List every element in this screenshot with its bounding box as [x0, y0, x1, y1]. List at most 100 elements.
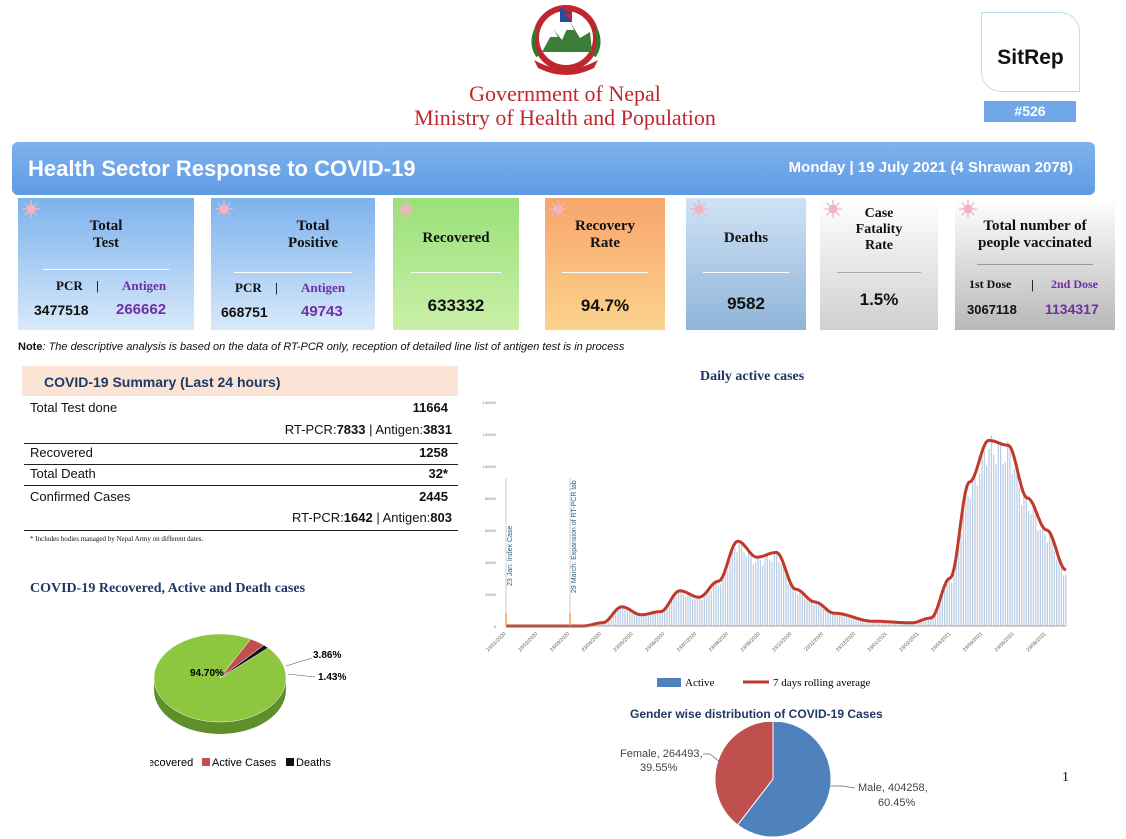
bar [815, 603, 817, 626]
bar [988, 449, 990, 626]
card-recovery-rate: Recovery Rate 94.7% [545, 198, 665, 330]
pie-slice-male [736, 722, 832, 838]
card-title: Rate [590, 235, 620, 251]
bar [640, 616, 642, 626]
bar [764, 557, 766, 626]
bar [878, 621, 880, 626]
recovered-value: 633332 [427, 296, 485, 315]
bar [832, 614, 834, 626]
antigen-label: Antigen [122, 278, 167, 293]
antigen-label: | Antigen: [365, 422, 424, 437]
bar [986, 465, 988, 626]
bar [787, 583, 789, 626]
bar [827, 610, 829, 626]
bar [666, 608, 668, 626]
bar [1042, 523, 1044, 626]
summary-row-recovered: Recovered 1258 [24, 445, 458, 465]
bar [897, 622, 899, 626]
bar [944, 589, 946, 626]
bar [757, 555, 759, 626]
bar [958, 542, 960, 626]
bar [615, 612, 617, 626]
x-tick-label: 23/05/2020 [613, 631, 635, 653]
bar [1035, 511, 1037, 626]
bar [783, 562, 785, 626]
bar [869, 620, 871, 626]
bar [715, 581, 717, 626]
bar [850, 616, 852, 626]
bar [862, 619, 864, 626]
data-label: Female, 264493, [620, 748, 703, 760]
card-title: Positive [288, 235, 338, 251]
bar [654, 611, 656, 626]
bar [731, 546, 733, 626]
bar [645, 613, 647, 626]
bar [598, 623, 600, 626]
pie-chart-title: COVID-19 Recovered, Active and Death cas… [30, 581, 306, 596]
bar [643, 615, 645, 626]
y-tick-label: 40000 [485, 560, 497, 565]
status-pie-chart: 94.70% 3.86% 1.43% Recovered Active Case… [150, 633, 346, 769]
x-tick-label: 23/12/2020 [835, 631, 857, 653]
virus-icon [549, 200, 567, 218]
bar [675, 596, 677, 626]
bar [948, 578, 950, 626]
row-value: 2445 [419, 489, 448, 504]
antigen-value: 803 [430, 510, 452, 525]
bar [752, 564, 754, 626]
bar [946, 580, 948, 626]
bar [743, 552, 745, 626]
x-tick-label: 23/04/2020 [581, 631, 603, 653]
x-tick-label: 23/11/2020 [803, 631, 825, 653]
bar [776, 552, 778, 626]
bar [636, 613, 638, 626]
bar [841, 614, 843, 626]
y-tick-label: 20000 [485, 592, 497, 597]
bar [631, 612, 633, 626]
bar [668, 604, 670, 626]
card-total-positive: Total Positive PCR | Antigen 668751 49743 [211, 198, 375, 330]
card-title: Recovery [575, 218, 635, 234]
bar [902, 622, 904, 626]
bar [1002, 464, 1004, 626]
bar [836, 613, 838, 626]
bar [792, 586, 794, 626]
y-tick-label: 100000 [483, 464, 497, 469]
bar [696, 596, 698, 626]
bar [1053, 550, 1055, 626]
bar [1065, 574, 1067, 626]
bar [934, 614, 936, 626]
bar [780, 563, 782, 626]
bar [904, 622, 906, 626]
bar [965, 487, 967, 626]
data-label: 94.70% [190, 668, 224, 679]
bar [727, 570, 729, 626]
bar [995, 464, 997, 626]
bar [626, 608, 628, 626]
x-tick-label: 23/05/2021 [994, 631, 1016, 653]
bar [979, 473, 981, 626]
summary-row-test: Total Test done 11664 [24, 400, 458, 420]
legend-item: Active [685, 677, 714, 689]
x-tick-label: 23/10/2020 [771, 631, 793, 653]
bar [671, 597, 673, 626]
bar [748, 550, 750, 626]
bar [1058, 557, 1060, 626]
data-label: 39.55% [640, 762, 678, 774]
bar [734, 548, 736, 626]
bar [843, 614, 845, 626]
bar [750, 554, 752, 626]
x-tick-label: 23/03/2020 [549, 631, 571, 653]
bar [699, 597, 701, 626]
bar [974, 473, 976, 626]
bar [680, 589, 682, 626]
summary-header: COVID-19 Summary (Last 24 hours) [22, 366, 458, 396]
bar [1000, 441, 1002, 626]
bar [682, 594, 684, 626]
bar [895, 622, 897, 626]
bar [885, 621, 887, 626]
bar [997, 444, 999, 626]
card-title: Total [296, 218, 330, 234]
bar [794, 591, 796, 626]
data-label: 1.43% [318, 672, 346, 683]
